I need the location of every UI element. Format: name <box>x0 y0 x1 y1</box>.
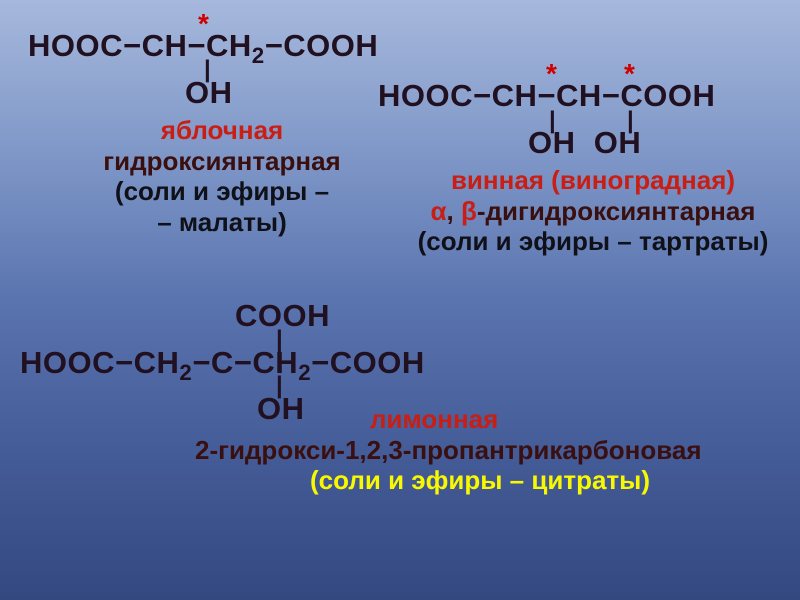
caption-segment: , <box>447 196 461 226</box>
caption-segment: α <box>431 196 447 226</box>
caption-segment: (соли и эфиры – <box>115 176 329 206</box>
caption-segment: β <box>461 196 477 226</box>
caption-segment: (соли и эфиры – цитраты) <box>310 465 650 495</box>
formula-oh-oh: OH OH <box>528 127 800 160</box>
formula-line-1: HOOC−CH−CH−COOH <box>378 80 800 113</box>
caption-segment: винная (виноградная) <box>451 165 735 195</box>
formula-bond-vertical: | <box>276 333 800 347</box>
caption-segment: (соли и эфиры – тартраты) <box>418 226 769 256</box>
citric-caption: лимонная2-гидрокси-1,2,3-пропантрикарбон… <box>370 404 702 496</box>
caption-segment: – малаты) <box>157 207 287 237</box>
caption-segment: яблочная <box>161 115 283 145</box>
caption-segment: гидроксиянтарная <box>103 146 340 176</box>
malic-acid-block: * HOOC−CH−CH2−COOH | OH яблочнаягидрокси… <box>28 8 416 238</box>
tartaric-acid-block: * * HOOC−CH−CH−COOH | | OH OH винная (ви… <box>378 58 800 257</box>
formula-top-cooh: COOH <box>235 300 800 333</box>
caption-segment: -дигидроксиянтарная <box>477 196 756 226</box>
formula-line-main: HOOC−CH2−C−CH2−COOH <box>20 347 790 380</box>
malic-caption: яблочнаягидроксиянтарная(соли и эфиры ––… <box>28 115 416 238</box>
caption-segment: 2-гидрокси-1,2,3-пропантрикарбоновая <box>195 435 702 465</box>
formula-line-1: HOOC−CH−CH2−COOH <box>28 30 416 63</box>
tartaric-caption: винная (виноградная)α, β-дигидроксиянтар… <box>378 165 800 257</box>
citric-acid-block: COOH | HOOC−CH2−C−CH2−COOH | OH лимонная… <box>20 300 790 426</box>
formula-bond-vertical: | <box>276 379 800 393</box>
caption-segment: лимонная <box>370 404 498 434</box>
